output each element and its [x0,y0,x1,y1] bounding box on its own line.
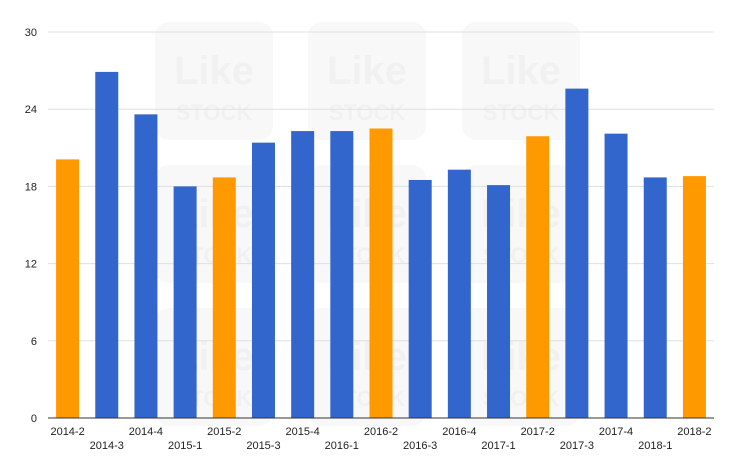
bar [173,186,197,418]
x-tick-label: 2018-2 [677,426,711,438]
bar [291,131,315,418]
y-tick-label: 18 [25,181,37,193]
x-tick-label: 2016-1 [325,440,359,452]
y-tick-label: 6 [31,336,37,348]
watermark: Like STOCK [308,22,426,140]
x-tick-label: 2016-3 [403,440,437,452]
y-tick-label: 12 [25,259,37,271]
x-tick-label: 2016-4 [442,426,476,438]
watermark-text: Like [174,49,254,93]
bar [565,88,589,419]
x-tick-label: 2015-3 [246,440,280,452]
y-tick-label: 24 [25,104,37,116]
bar [682,176,706,418]
bar [604,133,628,418]
y-axis-ticks: 0 6 12 18 24 30 [25,27,37,425]
x-axis-ticks: 2014-2 2014-3 2014-4 2015-1 2015-2 2015-3 2015… [50,426,711,452]
bar [56,159,80,418]
x-tick-label: 2017-1 [481,440,515,452]
bar [526,136,550,418]
watermark: Like STOCK [155,22,273,140]
watermark-badge [308,22,426,140]
x-tick-label: 2015-1 [168,440,202,452]
bar [447,169,471,418]
y-tick-label: 30 [25,27,37,39]
watermark-text: Like [327,49,407,93]
watermark-badge [462,22,580,140]
bar [95,71,119,418]
x-tick-label: 2014-2 [50,426,84,438]
x-tick-label: 2017-3 [560,440,594,452]
x-tick-label: 2016-2 [364,426,398,438]
bar [251,142,275,418]
watermark-text: STOCK [176,100,253,125]
bar [212,177,236,418]
watermark-text: STOCK [329,100,406,125]
x-tick-label: 2015-2 [207,426,241,438]
watermark-text: Like [481,49,561,93]
x-tick-label: 2014-3 [90,440,124,452]
watermark-badge [155,22,273,140]
bar [643,177,667,418]
watermark-text: STOCK [483,100,560,125]
bar [408,179,432,418]
watermark: Like STOCK [462,22,580,140]
bars [56,71,706,419]
x-tick-label: 2017-4 [599,426,633,438]
bar [369,128,393,418]
x-tick-label: 2017-2 [521,426,555,438]
y-tick-label: 0 [31,413,37,425]
x-tick-label: 2015-4 [286,426,320,438]
x-tick-label: 2014-4 [129,426,163,438]
x-tick-label: 2018-1 [638,440,672,452]
bar [487,185,511,418]
bar [330,131,354,418]
bar [134,114,158,418]
